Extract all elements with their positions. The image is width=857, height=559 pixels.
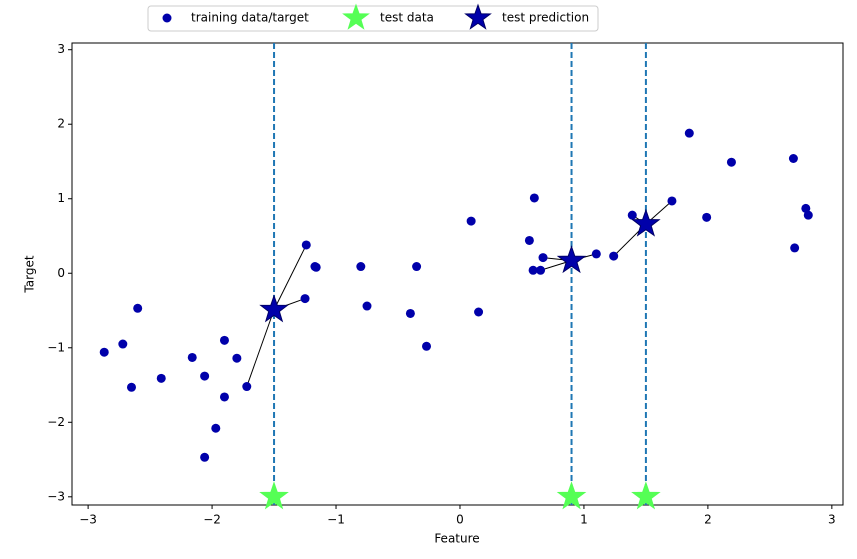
training-point bbox=[627, 210, 637, 220]
x-tick-label: −2 bbox=[203, 513, 221, 527]
training-point bbox=[702, 212, 712, 222]
training-point bbox=[311, 262, 321, 272]
y-tick-label: −2 bbox=[47, 415, 65, 429]
training-point bbox=[211, 423, 221, 433]
training-point bbox=[300, 294, 310, 304]
training-point bbox=[422, 341, 432, 351]
training-point bbox=[788, 154, 798, 163]
training-point bbox=[684, 128, 694, 138]
x-axis-label: Feature bbox=[434, 532, 479, 546]
training-point bbox=[667, 196, 677, 206]
y-tick-label: 3 bbox=[57, 42, 65, 56]
legend-marker bbox=[464, 3, 492, 30]
training-point bbox=[219, 392, 229, 402]
training-point bbox=[609, 251, 619, 261]
y-tick-label: 2 bbox=[57, 117, 65, 131]
training-point bbox=[790, 243, 800, 253]
x-tick-label: −3 bbox=[79, 513, 97, 527]
training-point bbox=[474, 307, 484, 317]
training-point bbox=[412, 262, 422, 272]
training-point bbox=[466, 216, 476, 226]
y-tick-label: 0 bbox=[57, 266, 65, 280]
training-point bbox=[200, 371, 210, 381]
training-point bbox=[803, 210, 813, 220]
training-point bbox=[529, 193, 539, 203]
y-tick-label: −1 bbox=[47, 340, 65, 354]
training-point bbox=[538, 253, 548, 263]
training-point bbox=[362, 301, 372, 311]
training-point bbox=[99, 347, 109, 357]
training-point bbox=[232, 353, 242, 363]
test-point bbox=[259, 481, 289, 510]
training-point bbox=[118, 339, 128, 349]
training-point bbox=[591, 249, 601, 259]
legend-label: test data bbox=[380, 11, 434, 25]
y-tick-label: −3 bbox=[47, 489, 65, 503]
training-point bbox=[219, 335, 229, 345]
y-axis-label: Target bbox=[23, 255, 37, 293]
x-tick-label: 0 bbox=[456, 513, 464, 527]
legend-box bbox=[147, 5, 599, 32]
x-tick-label: 2 bbox=[704, 513, 712, 527]
training-point bbox=[133, 303, 143, 313]
training-point bbox=[356, 262, 366, 272]
training-point bbox=[524, 235, 534, 245]
prediction-point bbox=[631, 208, 661, 237]
training-point bbox=[536, 265, 546, 275]
legend-marker bbox=[162, 13, 172, 23]
legend-label: test prediction bbox=[502, 11, 589, 25]
training-point bbox=[242, 382, 252, 392]
x-tick-label: −1 bbox=[327, 513, 345, 527]
test-point bbox=[556, 481, 587, 510]
neighbor-line bbox=[273, 244, 307, 310]
legend-marker bbox=[342, 3, 370, 30]
test-point bbox=[631, 481, 661, 510]
y-tick-label: 1 bbox=[57, 191, 65, 205]
training-point bbox=[156, 373, 166, 383]
neighbor-line bbox=[246, 309, 275, 387]
prediction-point bbox=[556, 245, 587, 274]
training-point bbox=[187, 352, 197, 362]
training-point bbox=[200, 452, 210, 462]
training-point bbox=[301, 240, 311, 250]
training-point bbox=[528, 265, 538, 275]
training-point bbox=[126, 382, 136, 392]
plot-frame bbox=[71, 42, 844, 506]
x-tick-label: 1 bbox=[580, 513, 588, 527]
legend-label: training data/target bbox=[191, 11, 309, 25]
x-tick-label: 3 bbox=[828, 513, 836, 527]
training-point bbox=[726, 157, 736, 167]
prediction-point bbox=[259, 294, 289, 323]
training-point bbox=[405, 308, 415, 318]
